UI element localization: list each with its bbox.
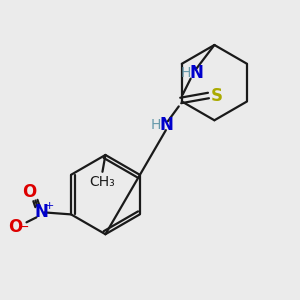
Text: +: + (45, 202, 54, 212)
Text: −: − (18, 221, 29, 234)
Text: H: H (181, 66, 191, 80)
Text: N: N (160, 116, 174, 134)
Text: O: O (8, 218, 23, 236)
Text: N: N (190, 64, 203, 82)
Text: N: N (34, 203, 48, 221)
Text: S: S (210, 86, 222, 104)
Text: O: O (22, 183, 37, 201)
Text: CH₃: CH₃ (90, 175, 115, 189)
Text: H: H (151, 118, 161, 132)
